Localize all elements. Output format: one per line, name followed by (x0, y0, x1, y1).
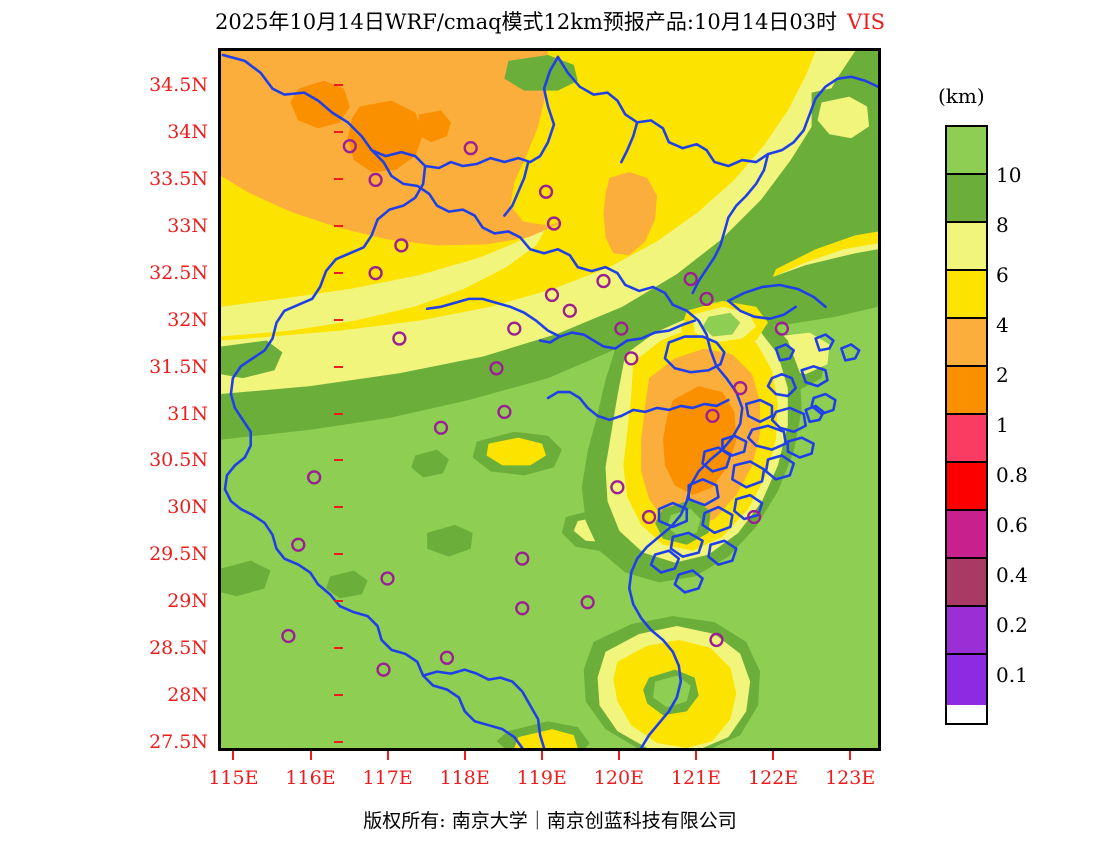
lat-tick-33N (334, 225, 343, 228)
colorbar-tick-6: 6 (996, 263, 1009, 287)
lon-label-118E: 118E (439, 767, 490, 789)
lat-label-31.5N: 31.5N (149, 355, 208, 378)
lat-tick-34.5N (334, 84, 343, 87)
lon-tick-119E (540, 751, 543, 760)
colorbar-tick-2: 2 (996, 363, 1009, 387)
lat-label-33N: 33N (167, 215, 208, 238)
page-title: 2025年10月14日WRF/cmaq模式12km预报产品:10月14日03时 V… (0, 6, 1100, 36)
longitude-axis: 115E 116E 117E 118E 119E 120E 121E 122E 123E (208, 751, 881, 797)
colorbar-tick-0.1: 0.1 (996, 663, 1028, 687)
colorbar-band-7 (947, 463, 986, 511)
lat-tick-32.5N (334, 271, 343, 274)
colorbar-tick-labels: 10 8 6 4 2 1 0.8 0.6 0.4 0.2 0.1 (996, 125, 1066, 725)
lon-label-122E: 122E (747, 767, 799, 789)
lon-tick-122E (772, 751, 775, 760)
lat-tick-33.5N (334, 178, 343, 181)
visibility-contour-map (221, 51, 878, 748)
lon-label-117E: 117E (362, 767, 413, 789)
lat-label-32N: 32N (167, 308, 208, 331)
lat-tick-31N (334, 412, 343, 415)
title-text: 2025年10月14日WRF/cmaq模式12km预报产品:10月14日03时 (214, 10, 838, 34)
colorbar-tick-1: 1 (996, 413, 1009, 437)
colorbar-band-8 (947, 511, 986, 559)
colorbar-tick-4: 4 (996, 313, 1009, 337)
lon-tick-123E (849, 751, 852, 760)
lat-tick-28.5N (334, 646, 343, 649)
colorbar-tick-0.4: 0.4 (996, 563, 1028, 587)
lat-label-30.5N: 30.5N (149, 449, 208, 472)
lat-tick-34N (334, 131, 343, 134)
lat-label-28.5N: 28.5N (149, 636, 208, 659)
colorbar-band-11 (947, 655, 986, 705)
colorbar-unit-label: (km) (938, 84, 985, 108)
lat-label-28N: 28N (167, 683, 208, 706)
colorbar-band-9 (947, 559, 986, 607)
colorbar-band-3 (947, 271, 986, 319)
lon-tick-118E (463, 751, 466, 760)
lon-label-115E: 115E (208, 767, 259, 789)
latitude-axis: 34.5N 34N 33.5N 33N 32.5N 32N 31.5N 31N 30.5N 30N… (120, 48, 343, 753)
lon-tick-116E (309, 751, 312, 760)
colorbar-tick-0.2: 0.2 (996, 613, 1028, 637)
lon-label-116E: 116E (285, 767, 336, 789)
lat-tick-32N (334, 318, 343, 321)
lat-tick-27.5N (334, 740, 343, 743)
lat-label-34N: 34N (167, 121, 208, 144)
lon-label-121E: 121E (670, 767, 722, 789)
copyright-footer: 版权所有: 南京大学｜南京创蓝科技有限公司 (363, 810, 737, 832)
lat-label-27.5N: 27.5N (149, 730, 208, 753)
lat-label-32.5N: 32.5N (149, 261, 208, 284)
lon-label-120E: 120E (593, 767, 644, 789)
colorbar-tick-10: 10 (996, 163, 1022, 187)
lon-tick-117E (386, 751, 389, 760)
lat-label-29.5N: 29.5N (149, 543, 208, 566)
colorbar-band-5 (947, 367, 986, 415)
colorbar-band-4 (947, 319, 986, 367)
lat-label-31N: 31N (167, 402, 208, 425)
colorbar-band-1 (947, 175, 986, 223)
lon-tick-115E (232, 751, 235, 760)
lat-label-29N: 29N (167, 590, 208, 613)
colorbar-band-10 (947, 607, 986, 655)
lat-tick-31.5N (334, 365, 343, 368)
lon-label-123E: 123E (825, 767, 876, 789)
colorbar-tick-8: 8 (996, 213, 1009, 237)
lat-label-34.5N: 34.5N (149, 74, 208, 97)
lat-label-33.5N: 33.5N (149, 168, 208, 191)
lat-tick-30.5N (334, 459, 343, 462)
colorbar-tick-0.8: 0.8 (996, 463, 1028, 487)
city-markers (281, 139, 790, 677)
colorbar-band-2 (947, 223, 986, 271)
lat-tick-28N (334, 693, 343, 696)
map-plot-area[interactable] (218, 48, 881, 751)
title-variable: VIS (847, 10, 886, 34)
colorbar-tick-0.6: 0.6 (996, 513, 1028, 537)
colorbar-band-6 (947, 415, 986, 463)
lon-tick-121E (694, 751, 697, 760)
lon-label-119E: 119E (516, 767, 567, 789)
lat-tick-30N (334, 506, 343, 509)
lat-label-30N: 30N (167, 496, 208, 519)
lat-tick-29.5N (334, 553, 343, 556)
lat-tick-29N (334, 600, 343, 603)
lon-tick-120E (617, 751, 620, 760)
colorbar[interactable] (945, 125, 988, 725)
colorbar-band-0 (947, 127, 986, 175)
